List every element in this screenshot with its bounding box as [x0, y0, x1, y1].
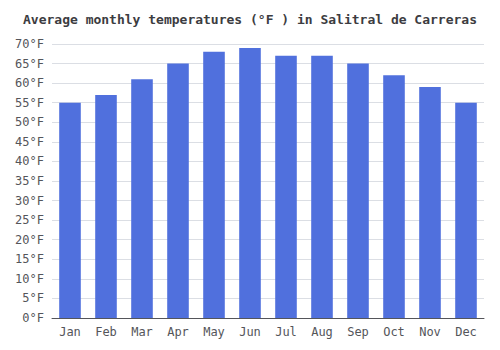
svg-text:10°F: 10°F	[15, 272, 44, 286]
svg-text:5°F: 5°F	[22, 291, 44, 305]
svg-text:Nov: Nov	[419, 325, 441, 339]
svg-text:60°F: 60°F	[15, 76, 44, 90]
svg-text:45°F: 45°F	[15, 135, 44, 149]
svg-text:25°F: 25°F	[15, 213, 44, 227]
svg-text:20°F: 20°F	[15, 233, 44, 247]
svg-text:Jan: Jan	[59, 325, 81, 339]
svg-text:40°F: 40°F	[15, 154, 44, 168]
svg-text:Aug: Aug	[311, 325, 333, 339]
svg-text:0°F: 0°F	[22, 311, 44, 325]
svg-text:55°F: 55°F	[15, 96, 44, 110]
svg-text:Jul: Jul	[275, 325, 297, 339]
svg-text:15°F: 15°F	[15, 252, 44, 266]
svg-text:35°F: 35°F	[15, 174, 44, 188]
svg-text:Mar: Mar	[131, 325, 153, 339]
svg-text:70°F: 70°F	[15, 37, 44, 51]
svg-text:Apr: Apr	[167, 325, 189, 339]
svg-text:Sep: Sep	[347, 325, 369, 339]
svg-text:Jun: Jun	[239, 325, 261, 339]
svg-text:Feb: Feb	[95, 325, 117, 339]
svg-text:Oct: Oct	[383, 325, 405, 339]
svg-text:50°F: 50°F	[15, 115, 44, 129]
svg-text:30°F: 30°F	[15, 194, 44, 208]
svg-text:Average monthly temperatures (: Average monthly temperatures (°F ) in Sa…	[23, 12, 477, 27]
svg-text:65°F: 65°F	[15, 57, 44, 71]
svg-text:May: May	[203, 325, 225, 339]
svg-text:Dec: Dec	[455, 325, 477, 339]
